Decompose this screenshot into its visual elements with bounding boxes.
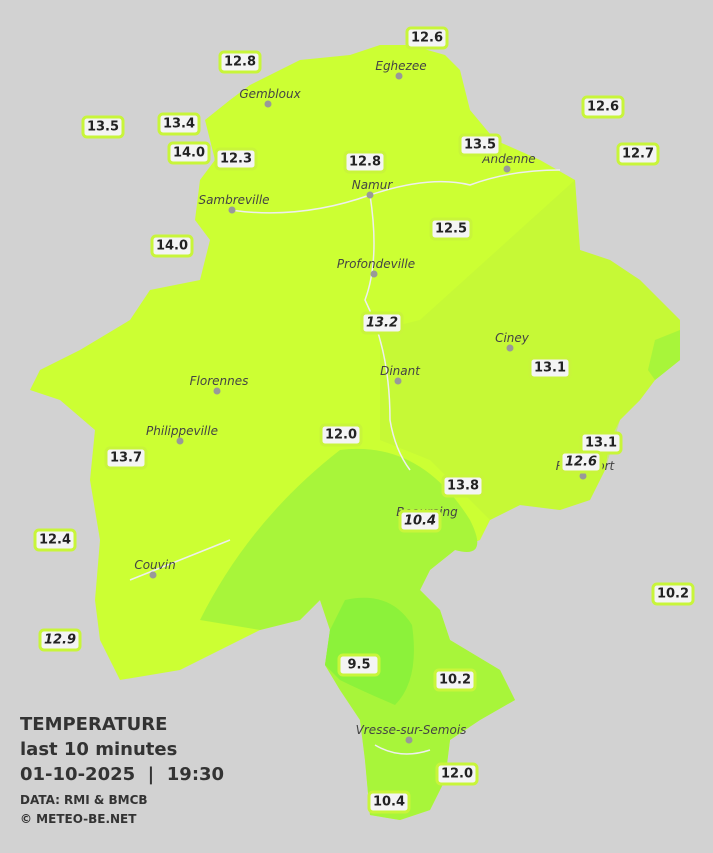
- station-value: 13.4: [163, 117, 195, 132]
- town-name: Couvin: [134, 558, 175, 572]
- station-value: 13.8: [447, 479, 479, 494]
- station-value: 12.3: [220, 152, 252, 167]
- station-value: 10.4: [373, 795, 405, 810]
- station-box: [367, 790, 411, 814]
- town-dot: [405, 736, 413, 744]
- station-value: 9.5: [347, 658, 370, 673]
- town-dot: [366, 191, 374, 199]
- station-value: 12.0: [325, 428, 357, 443]
- station-value: 14.0: [173, 146, 205, 161]
- station-box: [319, 423, 363, 447]
- station-box: [616, 142, 660, 166]
- town-dot: [506, 344, 514, 352]
- station-value: 13.7: [110, 451, 142, 466]
- station-box: [559, 450, 603, 474]
- legend-copyright: © METEO-BE.NET: [20, 812, 137, 826]
- station-box: [157, 112, 201, 136]
- legend-source: DATA: RMI & BMCB: [20, 793, 148, 807]
- station-value: 13.2: [366, 316, 398, 331]
- town-dot: [579, 472, 587, 480]
- town-name: Namur: [352, 178, 394, 192]
- stations: 12.6 12.8 13.5 13.4 14.0 12.3 12.8 13.5 12.6 12.7…: [33, 26, 695, 814]
- station-box: [360, 311, 404, 335]
- station-value: 12.6: [411, 31, 443, 46]
- station-box: [167, 141, 211, 165]
- town-dot: [213, 387, 221, 395]
- station-box: [429, 217, 473, 241]
- station-box: [398, 509, 442, 533]
- station-value: 10.2: [439, 673, 471, 688]
- station-value: 12.9: [44, 633, 76, 648]
- east-zone: [648, 330, 680, 380]
- town-dot: [395, 72, 403, 80]
- town-name: Philippeville: [146, 424, 218, 438]
- town-name: Profondeville: [337, 257, 415, 271]
- station-box: [214, 147, 258, 171]
- station-box: [458, 133, 502, 157]
- station-value: 14.0: [156, 239, 188, 254]
- station-value: 12.8: [349, 155, 381, 170]
- station-box: [581, 95, 625, 119]
- station-box: [38, 628, 82, 652]
- station-box: [33, 528, 77, 552]
- legend-datetime: 01-10-2025 | 19:30: [20, 764, 224, 785]
- station-value: 13.5: [87, 120, 119, 135]
- station-value: 13.1: [534, 361, 566, 376]
- town-dot: [503, 165, 511, 173]
- station-box: [81, 115, 125, 139]
- station-value: 10.4: [404, 514, 436, 529]
- cold-zone: [325, 597, 414, 705]
- river: [129, 169, 561, 755]
- town-name: Florennes: [190, 374, 249, 388]
- station-box: [435, 762, 479, 786]
- station-value: 12.6: [565, 455, 597, 470]
- station-box: [218, 50, 262, 74]
- station-box: [343, 150, 387, 174]
- station-box: [441, 474, 485, 498]
- station-box: [433, 668, 477, 692]
- town-dot: [394, 377, 402, 385]
- station-value: 12.5: [435, 222, 467, 237]
- town-dot: [228, 206, 236, 214]
- station-value: 13.1: [585, 436, 617, 451]
- station-value: 12.4: [39, 533, 71, 548]
- legend-period: last 10 minutes: [20, 739, 177, 760]
- station-box: [104, 446, 148, 470]
- station-box: [528, 356, 572, 380]
- town-name: Vresse-sur-Semois: [356, 723, 467, 737]
- station-box: [150, 234, 194, 258]
- town-dot: [149, 571, 157, 579]
- station-box: [405, 26, 449, 50]
- town-name: Dinant: [380, 364, 421, 378]
- town-name: Gembloux: [239, 87, 301, 101]
- town-dot: [176, 437, 184, 445]
- station-value: 12.7: [622, 147, 654, 162]
- station-box: [651, 582, 695, 606]
- town-dot: [264, 100, 272, 108]
- station-value: 12.8: [224, 55, 256, 70]
- station-value: 12.0: [441, 767, 473, 782]
- town-name: Eghezee: [375, 59, 426, 73]
- town-name: Sambreville: [198, 193, 269, 207]
- station-value: 13.5: [464, 138, 496, 153]
- town-dot: [370, 270, 378, 278]
- town-name: Ciney: [495, 331, 530, 345]
- station-value: 12.6: [587, 100, 619, 115]
- station-box: [337, 653, 381, 677]
- legend-title: TEMPERATURE: [20, 714, 167, 735]
- station-value: 10.2: [657, 587, 689, 602]
